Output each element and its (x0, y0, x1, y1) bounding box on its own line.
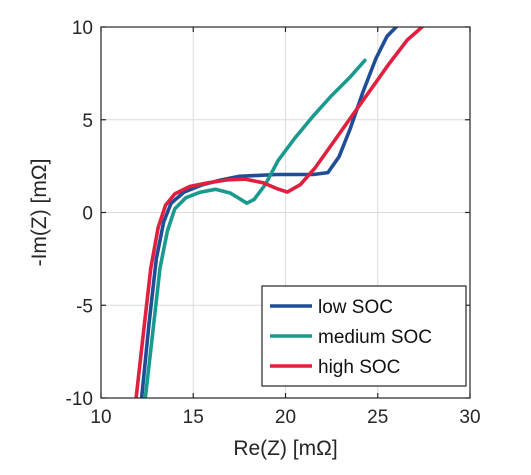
y-tick-label: 0 (82, 204, 93, 225)
y-tick-label: 10 (72, 18, 93, 39)
x-tick-label: 25 (367, 407, 388, 428)
x-tick-label: 30 (459, 407, 480, 428)
y-tick-label: -5 (76, 296, 93, 317)
y-tick-label: -10 (66, 389, 93, 410)
series-line-2 (143, 58, 367, 398)
y-tick-label: 5 (82, 111, 93, 132)
x-tick-label: 15 (183, 407, 204, 428)
y-axis-label: -Im(Z) [mΩ] (28, 159, 51, 267)
series-lines (134, 27, 424, 398)
legend: low SOC medium SOC high SOC (261, 285, 467, 387)
x-axis-label: Re(Z) [mΩ] (233, 437, 337, 460)
legend-label: low SOC (318, 297, 393, 318)
axis-ticks: 10 15 20 25 30 -10 -5 0 5 10 (66, 18, 481, 428)
x-tick-label: 10 (90, 407, 111, 428)
series-line-1 (139, 27, 399, 398)
x-tick-label: 20 (275, 407, 296, 428)
legend-label: medium SOC (318, 327, 432, 348)
series-line-3 (134, 27, 424, 398)
legend-label: high SOC (318, 357, 400, 378)
